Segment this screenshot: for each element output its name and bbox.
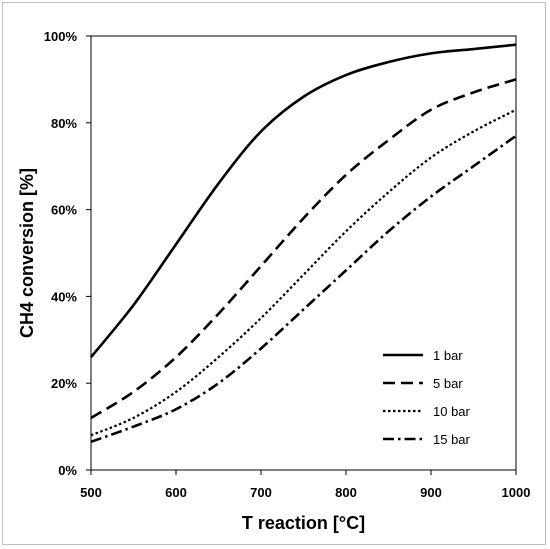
- series-line-1-bar: [89, 43, 517, 358]
- y-tick-label: 40%: [51, 289, 77, 304]
- legend-label: 1 bar: [433, 348, 463, 363]
- x-tick-label: 800: [335, 485, 357, 500]
- y-tick-label: 60%: [51, 203, 77, 218]
- x-tick-label: 600: [165, 485, 187, 500]
- legend-label: 15 bar: [433, 432, 471, 447]
- x-axis-title: T reaction [°C]: [242, 513, 365, 533]
- y-tick-label: 0%: [58, 463, 77, 478]
- series-line-15-bar: [90, 134, 517, 444]
- plot-area: [90, 35, 517, 471]
- series-lines: [89, 43, 517, 444]
- y-axis-title: CH4 conversion [%]: [17, 168, 37, 338]
- y-tick-label: 100%: [44, 29, 78, 44]
- legend-label: 10 bar: [433, 404, 471, 419]
- series-line-5-bar: [90, 78, 517, 420]
- series-line-10-bar: [90, 108, 517, 437]
- x-tick-label: 700: [250, 485, 272, 500]
- y-tick-label: 80%: [51, 116, 77, 131]
- legend-label: 5 bar: [433, 376, 463, 391]
- x-axis-ticks: 500 600 700 800 900 1000: [80, 470, 530, 500]
- plot-border: [90, 35, 517, 471]
- x-tick-label: 500: [80, 485, 102, 500]
- chart-frame: [2, 2, 546, 545]
- x-tick-label: 900: [420, 485, 442, 500]
- x-tick-label: 1000: [502, 485, 531, 500]
- legend: 1 bar 5 bar 10 bar 15 bar: [383, 348, 471, 447]
- y-tick-label: 20%: [51, 376, 77, 391]
- y-axis-ticks: 0% 20% 40% 60% 80% 100%: [44, 29, 91, 478]
